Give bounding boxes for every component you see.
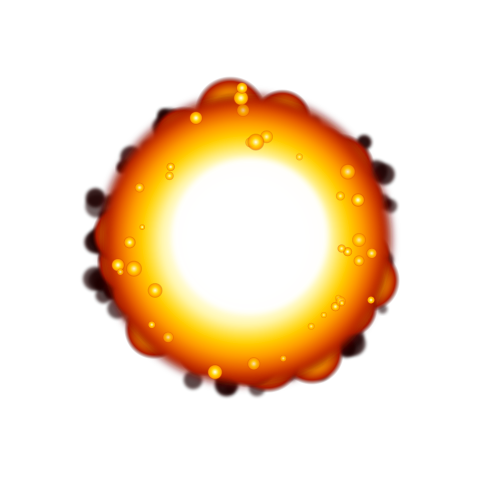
spark (351, 232, 367, 248)
spark (307, 322, 315, 330)
white-hot-center (172, 158, 328, 314)
spark (116, 268, 124, 276)
spark (338, 299, 346, 307)
spark (189, 111, 203, 125)
spark (351, 193, 365, 207)
spark (207, 364, 223, 380)
spark (236, 103, 251, 118)
spark (236, 82, 248, 94)
spark (339, 163, 356, 180)
spark (335, 191, 346, 201)
spark (139, 224, 146, 231)
spark (162, 331, 174, 344)
spark (295, 153, 304, 161)
sparks (111, 82, 378, 380)
spark (366, 247, 378, 259)
spark (125, 260, 143, 278)
spark (367, 296, 375, 304)
spark (233, 90, 249, 106)
spark (353, 255, 365, 267)
spark (247, 356, 261, 371)
spark (279, 354, 287, 362)
spark (247, 133, 265, 151)
spark (320, 311, 328, 319)
spark (123, 236, 136, 249)
spark (166, 162, 176, 172)
smoke-speck (85, 188, 106, 208)
spark (337, 244, 346, 253)
spark (147, 282, 163, 299)
spark (147, 320, 156, 329)
spark (165, 171, 174, 181)
spark (134, 182, 145, 193)
